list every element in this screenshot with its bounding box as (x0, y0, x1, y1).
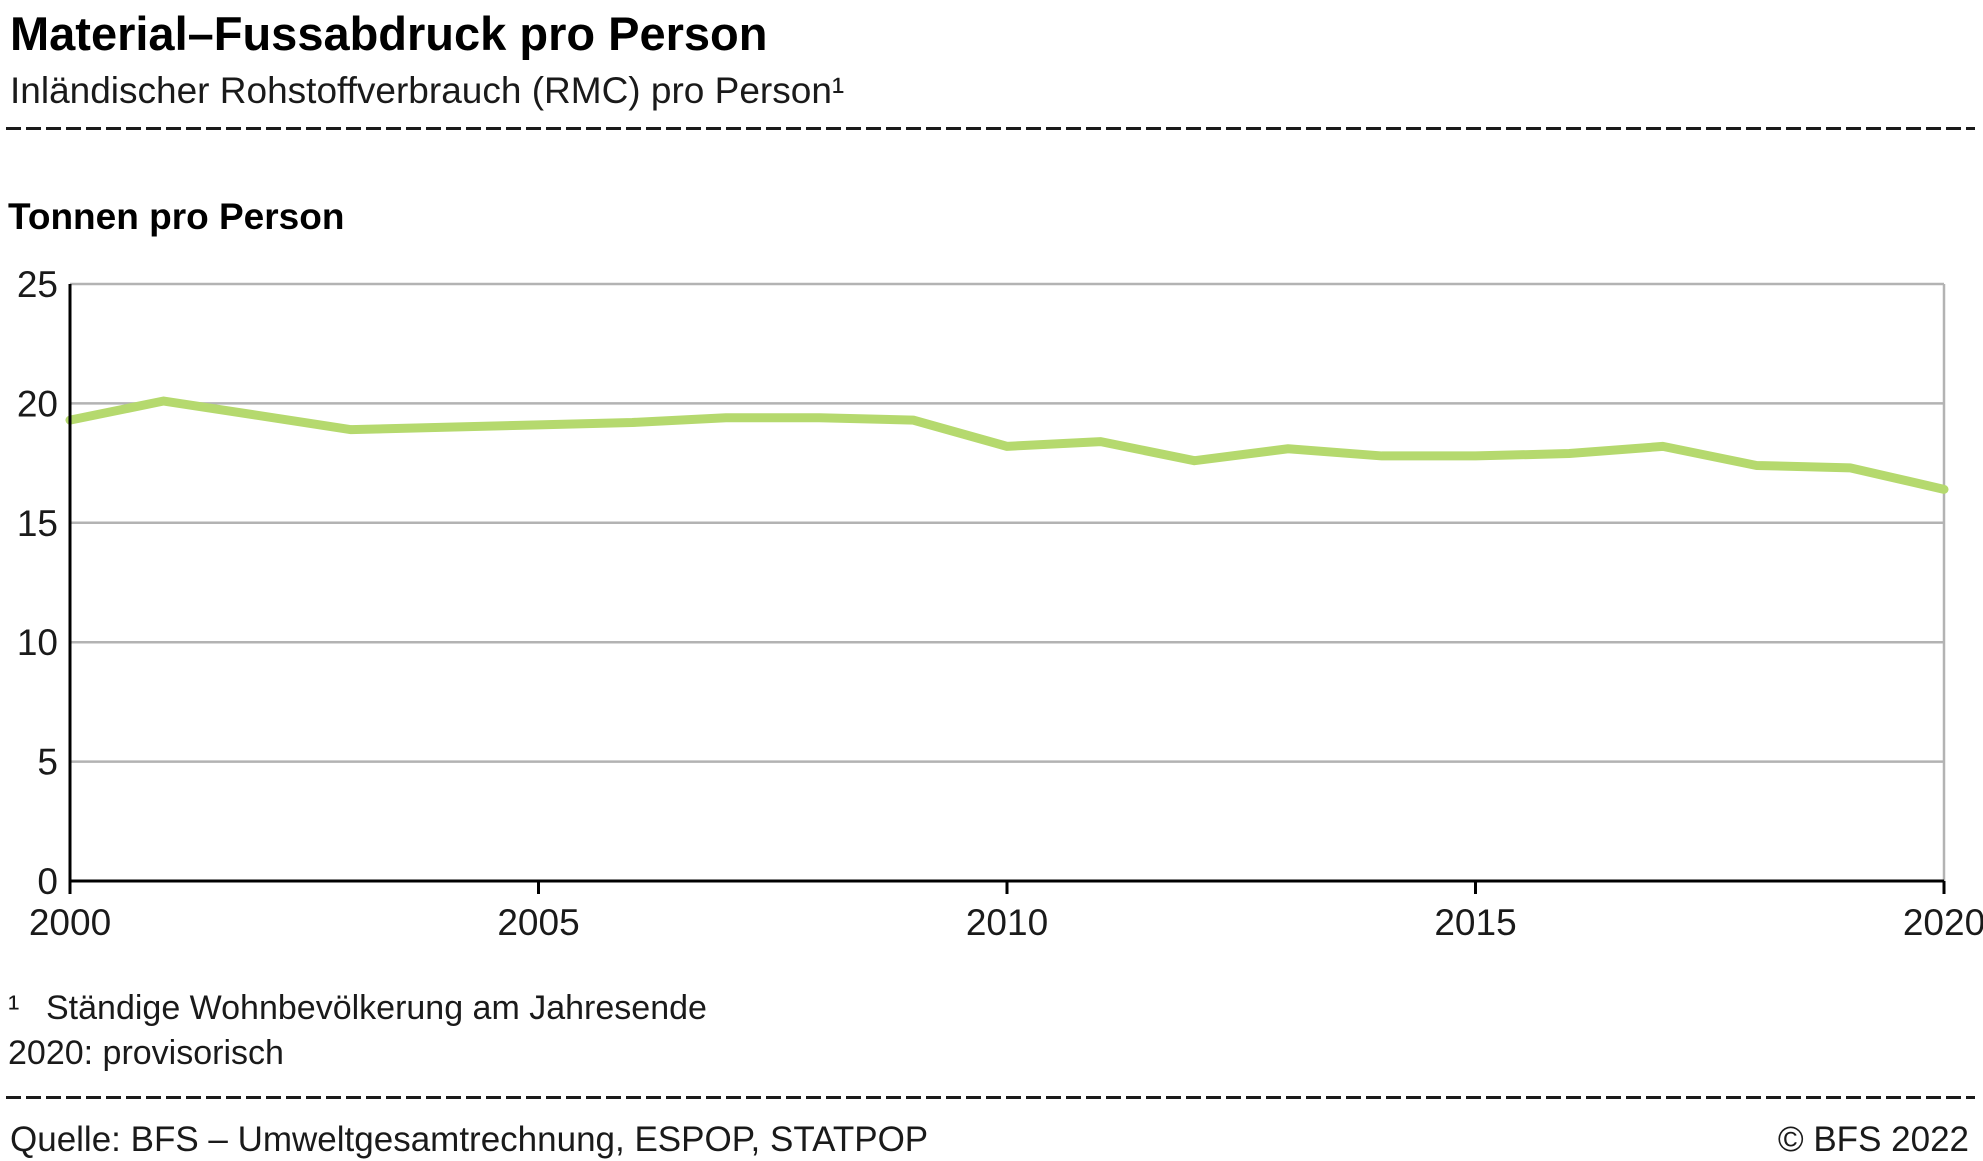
divider-top (6, 127, 1975, 130)
y-tick-label-25: 25 (17, 264, 58, 305)
x-tick-label-2020: 2020 (1903, 902, 1983, 943)
footnote-1-text: Ständige Wohnbevölkerung am Jahresende (46, 989, 707, 1027)
page-title: Material–Fussabdruck pro Person (10, 7, 768, 60)
line-chart-canvas: 0 5 10 15 20 25 2000 2005 2010 2015 2020 (17, 264, 1983, 943)
x-tick-label-2010: 2010 (966, 902, 1048, 943)
x-tick-label-2000: 2000 (29, 902, 111, 943)
y-tick-label-5: 5 (37, 742, 58, 783)
y-tick-label-15: 15 (17, 503, 58, 544)
footer: Quelle: BFS – Umweltgesamtrechnung, ESPO… (10, 1120, 1969, 1160)
copyright-text: © BFS 2022 (1777, 1120, 1969, 1159)
data-line-rmc-pro-person (65, 396, 1949, 494)
y-tick-label-0: 0 (37, 861, 58, 902)
x-tick-label-2005: 2005 (497, 902, 579, 943)
y-tick-label-10: 10 (17, 622, 58, 663)
y-axis-heading: Tonnen pro Person (8, 196, 345, 237)
footnote-1: ¹ Ständige Wohnbevölkerung am Jahresende (8, 986, 707, 1031)
divider-bottom (6, 1096, 1975, 1099)
source-text: Quelle: BFS – Umweltgesamtrechnung, ESPO… (10, 1120, 929, 1159)
page-subtitle: Inländischer Rohstoffverbrauch (RMC) pro… (10, 70, 845, 111)
y-tick-label-20: 20 (17, 383, 58, 424)
footnote-2: 2020: provisorisch (8, 1034, 284, 1072)
x-tick-label-2015: 2015 (1434, 902, 1516, 943)
footnotes: ¹ Ständige Wohnbevölkerung am Jahresende … (8, 986, 707, 1076)
footnote-1-marker: ¹ (8, 989, 20, 1027)
